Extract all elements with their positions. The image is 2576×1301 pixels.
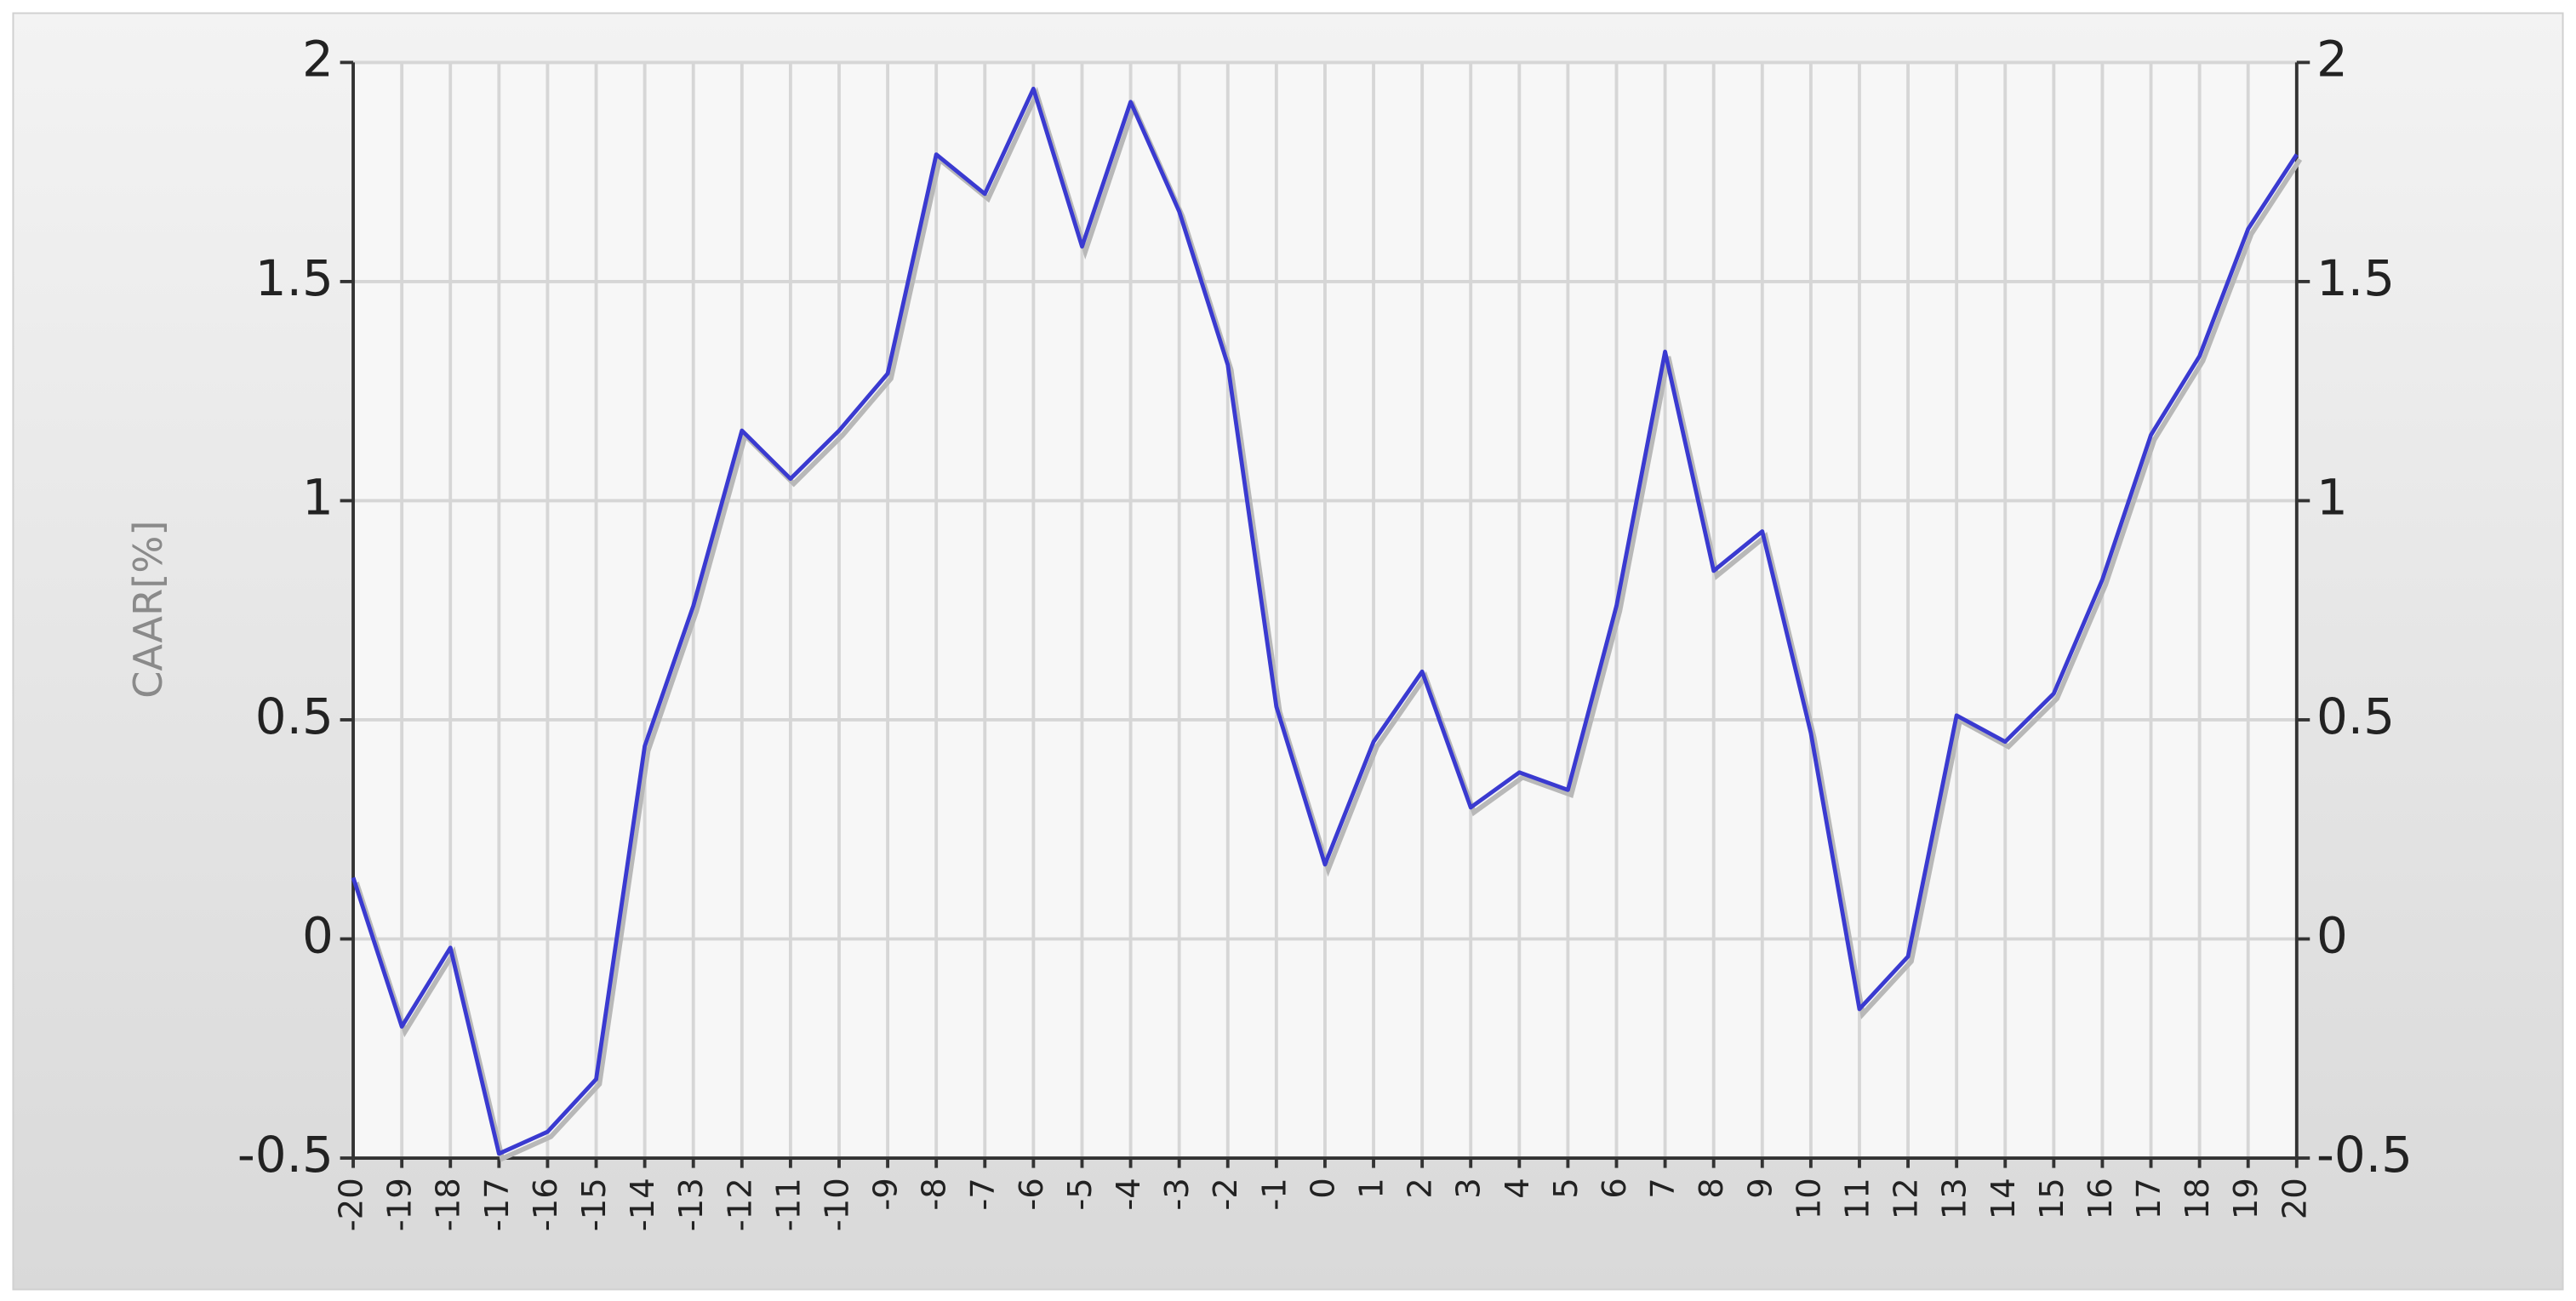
x-tick-label: -7 — [964, 1178, 1002, 1210]
x-tick-label: 20 — [2276, 1178, 2314, 1219]
y-tick-label: 0 — [302, 907, 334, 965]
x-tick-label: -4 — [1110, 1178, 1148, 1210]
x-tick-label: 10 — [1790, 1178, 1828, 1219]
x-tick-label: -8 — [916, 1178, 954, 1210]
x-tick-label: -2 — [1207, 1178, 1245, 1210]
x-tick-label: -3 — [1158, 1178, 1197, 1210]
x-tick-label: 18 — [2179, 1178, 2217, 1219]
x-tick-label: -1 — [1255, 1178, 1294, 1210]
x-tick-label: -15 — [575, 1178, 614, 1231]
x-tick-label: -13 — [672, 1178, 711, 1231]
x-tick-label: 7 — [1644, 1178, 1682, 1199]
y-tick-label: 0.5 — [255, 688, 334, 745]
x-tick-label: 17 — [2130, 1178, 2168, 1219]
y2-tick-label: 1.5 — [2316, 249, 2395, 307]
x-tick-label: 8 — [1693, 1178, 1731, 1199]
x-tick-label: 9 — [1741, 1178, 1779, 1199]
x-tick-label: 0 — [1304, 1178, 1342, 1199]
x-tick-label: -14 — [624, 1178, 662, 1231]
x-tick-label: 19 — [2227, 1178, 2265, 1219]
x-tick-label: -16 — [527, 1178, 565, 1231]
y2-tick-label: 0.5 — [2316, 688, 2395, 745]
x-tick-label: 13 — [1936, 1178, 1974, 1219]
x-tick-label: 5 — [1547, 1178, 1585, 1199]
x-tick-label: -6 — [1013, 1178, 1051, 1210]
x-tick-label: 12 — [1888, 1178, 1926, 1219]
x-tick-label: 15 — [2033, 1178, 2071, 1219]
y-tick-label: -0.5 — [237, 1126, 334, 1184]
y2-tick-label: 1 — [2316, 469, 2348, 527]
x-tick-label: 16 — [2082, 1178, 2120, 1219]
y-tick-label: 1 — [302, 469, 334, 527]
x-tick-label: -10 — [818, 1178, 856, 1231]
x-tick-label: -12 — [721, 1178, 759, 1231]
x-tick-label: -19 — [381, 1178, 420, 1231]
x-tick-label: -9 — [867, 1178, 905, 1210]
x-tick-label: 3 — [1450, 1178, 1488, 1199]
x-tick-label: 4 — [1499, 1178, 1537, 1199]
y2-tick-label: 0 — [2316, 907, 2348, 965]
y-tick-label: 2 — [302, 30, 334, 88]
y-axis-label: CAAR[%] — [125, 521, 171, 699]
x-tick-label: -5 — [1061, 1178, 1100, 1210]
line-shadow — [354, 87, 2303, 1162]
x-tick-label: 1 — [1353, 1178, 1391, 1199]
x-tick-label: 2 — [1402, 1178, 1440, 1199]
x-tick-label: 11 — [1838, 1178, 1876, 1219]
x-tick-label: 6 — [1596, 1178, 1634, 1199]
x-tick-label: 14 — [1985, 1178, 2023, 1219]
x-tick-label: -20 — [333, 1178, 371, 1231]
line — [351, 86, 2299, 1156]
x-tick-label: -17 — [478, 1178, 517, 1231]
y2-tick-label: -0.5 — [2316, 1126, 2413, 1184]
y2-tick-label: 2 — [2316, 30, 2348, 88]
x-tick-label: -11 — [769, 1178, 808, 1231]
x-tick-label: -18 — [430, 1178, 468, 1231]
y-tick-label: 1.5 — [255, 249, 334, 307]
